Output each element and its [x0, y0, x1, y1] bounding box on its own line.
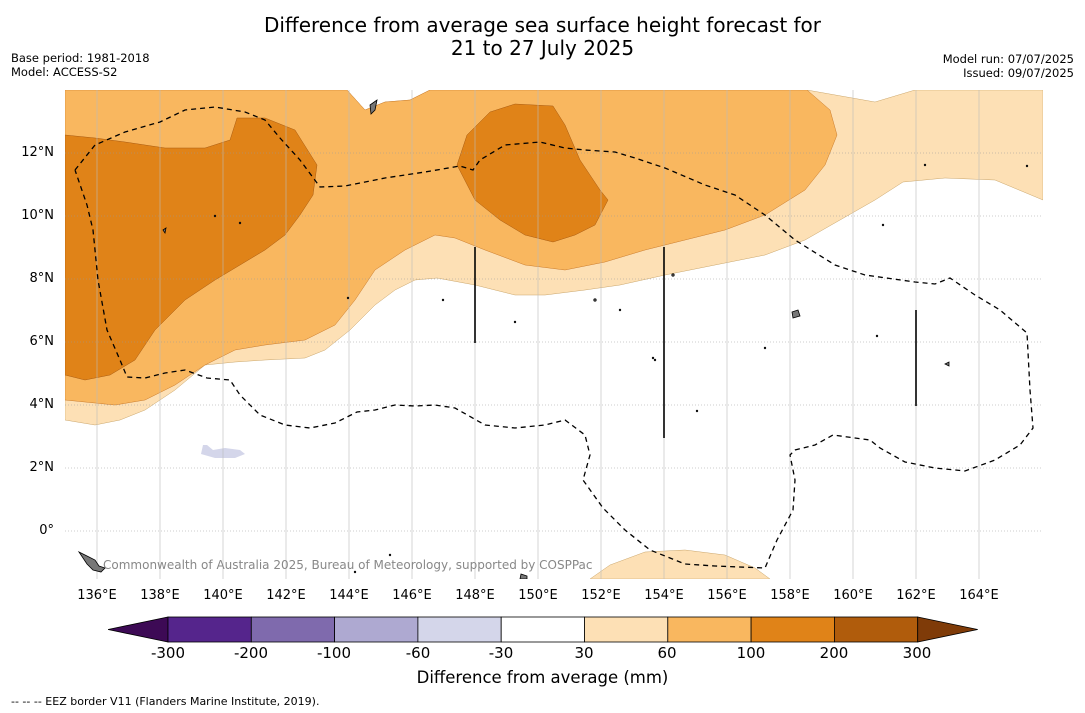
title-line-2: 21 to 27 July 2025 — [450, 36, 635, 60]
anomaly-100-200-central — [456, 103, 609, 243]
colorbar-extend-low — [108, 616, 169, 643]
anomaly-100-200-west — [65, 117, 318, 381]
colorbar-label: -100 — [316, 644, 352, 662]
solid-markers — [474, 247, 917, 438]
colorbar-extend-high — [917, 616, 978, 643]
lon-tick: 150°E — [518, 588, 558, 603]
colorbar-cell — [417, 616, 502, 643]
lon-tick: 144°E — [329, 588, 369, 603]
map-panel — [65, 90, 1043, 579]
colorbar-label: -300 — [150, 644, 186, 662]
colorbar-cell — [750, 616, 835, 643]
lat-tick: 8°N — [29, 271, 55, 286]
issued-date: Issued: 09/07/2025 — [963, 66, 1074, 80]
lon-tick: 162°E — [896, 588, 936, 603]
colorbar-label: 30 — [574, 644, 594, 662]
model-name: Model: ACCESS-S2 — [11, 65, 118, 79]
colorbar-cell — [834, 616, 919, 643]
colorbar-cell — [334, 616, 419, 643]
lon-tick: 156°E — [707, 588, 747, 603]
lon-tick: 146°E — [392, 588, 432, 603]
lon-tick: 154°E — [644, 588, 684, 603]
lon-tick: 164°E — [959, 588, 999, 603]
lat-tick: 6°N — [29, 334, 55, 349]
colorbar-label: 60 — [657, 644, 677, 662]
colorbar-cell — [500, 616, 585, 643]
lon-tick: 148°E — [455, 588, 495, 603]
meta-left: Base period: 1981-2018 Model: ACCESS-S2 — [11, 51, 150, 79]
lat-tick: 4°N — [29, 397, 55, 412]
footnote: -- -- -- EEZ border V11 (Flanders Marine… — [11, 695, 320, 708]
colorbar-cell — [250, 616, 336, 643]
colorbar-label: 100 — [736, 644, 766, 662]
colorbar-label: -200 — [233, 644, 269, 662]
lat-tick: 0° — [39, 523, 54, 538]
islands — [77, 99, 1029, 579]
colorbar-title: Difference from average (mm) — [416, 668, 669, 687]
lon-tick: 152°E — [581, 588, 621, 603]
colorbar-label: 300 — [902, 644, 932, 662]
credit-text: Commonwealth of Australia 2025, Bureau o… — [103, 558, 593, 572]
colorbar-cell — [167, 616, 252, 643]
lat-tick: 2°N — [29, 460, 55, 475]
meta-right: Model run: 07/07/2025 Issued: 09/07/2025 — [943, 52, 1074, 80]
colorbar — [108, 616, 978, 643]
lon-tick: 140°E — [203, 588, 243, 603]
map-svg — [65, 90, 1043, 579]
colorbar-cell — [584, 616, 669, 643]
lon-tick: 160°E — [833, 588, 873, 603]
colorbar-label: 200 — [819, 644, 849, 662]
anomaly-30-60-south — [589, 549, 771, 579]
lon-tick: 142°E — [266, 588, 306, 603]
lon-tick: 158°E — [770, 588, 810, 603]
chart-title: Difference from average sea surface heig… — [0, 14, 1085, 60]
title-line-1: Difference from average sea surface heig… — [263, 13, 822, 37]
lon-tick: 138°E — [140, 588, 180, 603]
lon-tick: 136°E — [77, 588, 117, 603]
base-period: Base period: 1981-2018 — [11, 51, 150, 65]
lat-tick: 10°N — [21, 208, 54, 223]
gridlines — [65, 90, 1043, 579]
lat-tick: 12°N — [21, 145, 54, 160]
colorbar-label: -30 — [488, 644, 514, 662]
model-run: Model run: 07/07/2025 — [942, 52, 1074, 66]
colorbar-cell — [667, 616, 752, 643]
colorbar-label: -60 — [405, 644, 431, 662]
